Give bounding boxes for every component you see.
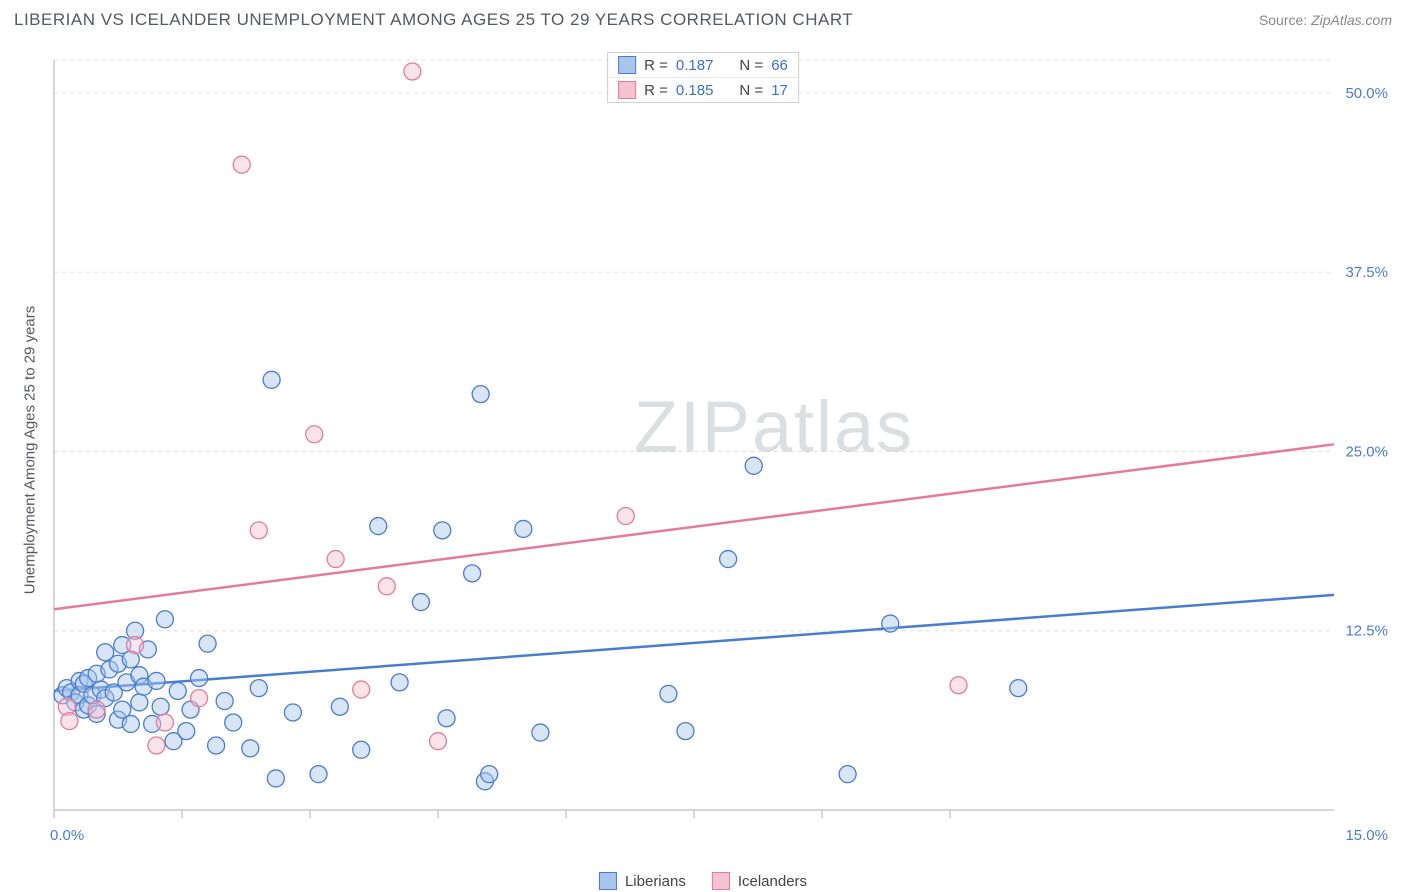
data-point-liberians: [225, 714, 242, 731]
data-point-icelanders: [617, 508, 634, 525]
data-point-liberians: [438, 710, 455, 727]
y-axis-title: Unemployment Among Ages 25 to 29 years: [22, 306, 39, 595]
data-point-icelanders: [191, 690, 208, 707]
legend-swatch: [712, 872, 730, 890]
legend-swatch: [599, 872, 617, 890]
legend-series: Liberians Icelanders: [599, 872, 807, 890]
x-tick-label: 0.0%: [50, 827, 84, 844]
legend-series-item: Icelanders: [712, 872, 807, 890]
trend-line-liberians: [54, 595, 1334, 691]
data-point-icelanders: [430, 733, 447, 750]
data-point-liberians: [532, 724, 549, 741]
legend-r-label: R =: [644, 57, 668, 74]
data-point-liberians: [660, 685, 677, 702]
data-point-liberians: [370, 518, 387, 535]
legend-r-value: 0.187: [676, 57, 714, 74]
data-point-liberians: [353, 741, 370, 758]
data-point-icelanders: [306, 426, 323, 443]
data-point-liberians: [1010, 680, 1027, 697]
legend-series-label: Liberians: [625, 873, 686, 890]
data-point-liberians: [267, 770, 284, 787]
data-point-liberians: [882, 615, 899, 632]
data-point-liberians: [310, 766, 327, 783]
legend-stats-row: R = 0.185 N = 17: [608, 77, 798, 102]
data-point-liberians: [178, 723, 195, 740]
y-tick-label: 12.5%: [1345, 623, 1388, 640]
data-point-liberians: [208, 737, 225, 754]
data-point-liberians: [250, 680, 267, 697]
chart-title: LIBERIAN VS ICELANDER UNEMPLOYMENT AMONG…: [14, 10, 853, 30]
data-point-liberians: [199, 635, 216, 652]
data-point-liberians: [148, 672, 165, 689]
data-point-icelanders: [156, 714, 173, 731]
data-point-icelanders: [404, 63, 421, 80]
legend-series-item: Liberians: [599, 872, 686, 890]
data-point-liberians: [331, 698, 348, 715]
data-point-liberians: [191, 670, 208, 687]
data-point-icelanders: [233, 156, 250, 173]
data-point-liberians: [169, 682, 186, 699]
watermark: ZIPatlas: [634, 387, 914, 467]
data-point-icelanders: [88, 701, 105, 718]
data-point-liberians: [156, 611, 173, 628]
data-point-liberians: [481, 766, 498, 783]
legend-n-value: 66: [771, 57, 788, 74]
data-point-liberians: [839, 766, 856, 783]
data-point-liberians: [515, 520, 532, 537]
data-point-liberians: [434, 522, 451, 539]
data-point-liberians: [284, 704, 301, 721]
data-point-liberians: [216, 693, 233, 710]
data-point-liberians: [412, 594, 429, 611]
data-point-icelanders: [353, 681, 370, 698]
legend-stats: R = 0.187 N = 66 R = 0.185 N = 17: [607, 52, 799, 103]
plot-area: Unemployment Among Ages 25 to 29 years 1…: [44, 50, 1394, 850]
x-tick-label: 15.0%: [1345, 827, 1388, 844]
data-point-liberians: [472, 386, 489, 403]
data-point-icelanders: [250, 522, 267, 539]
legend-n-value: 17: [771, 82, 788, 99]
legend-swatch: [618, 56, 636, 74]
data-point-liberians: [242, 740, 259, 757]
data-point-icelanders: [61, 713, 78, 730]
source-label: Source: ZipAtlas.com: [1259, 12, 1392, 28]
data-point-liberians: [263, 371, 280, 388]
y-tick-label: 50.0%: [1345, 85, 1388, 102]
legend-series-label: Icelanders: [738, 873, 807, 890]
data-point-liberians: [464, 565, 481, 582]
data-point-liberians: [677, 723, 694, 740]
y-tick-label: 25.0%: [1345, 443, 1388, 460]
data-point-icelanders: [127, 637, 144, 654]
source-prefix: Source:: [1259, 12, 1311, 28]
data-point-icelanders: [327, 551, 344, 568]
source-name: ZipAtlas.com: [1311, 12, 1392, 28]
data-point-liberians: [122, 715, 139, 732]
y-tick-label: 37.5%: [1345, 264, 1388, 281]
data-point-liberians: [391, 674, 408, 691]
header-row: LIBERIAN VS ICELANDER UNEMPLOYMENT AMONG…: [14, 10, 1392, 30]
data-point-icelanders: [378, 578, 395, 595]
legend-r-value: 0.185: [676, 82, 714, 99]
legend-stats-row: R = 0.187 N = 66: [608, 53, 798, 77]
data-point-liberians: [745, 457, 762, 474]
data-point-liberians: [152, 698, 169, 715]
data-point-liberians: [720, 551, 737, 568]
legend-r-label: R =: [644, 82, 668, 99]
data-point-liberians: [131, 694, 148, 711]
scatter-chart: 12.5% 25.0% 37.5% 50.0% ZIPatlas 0.0% 15.0%: [44, 50, 1394, 850]
trend-line-icelanders: [54, 444, 1334, 609]
legend-n-label: N =: [739, 57, 763, 74]
data-point-icelanders: [148, 737, 165, 754]
legend-n-label: N =: [739, 82, 763, 99]
legend-swatch: [618, 81, 636, 99]
data-point-icelanders: [950, 677, 967, 694]
